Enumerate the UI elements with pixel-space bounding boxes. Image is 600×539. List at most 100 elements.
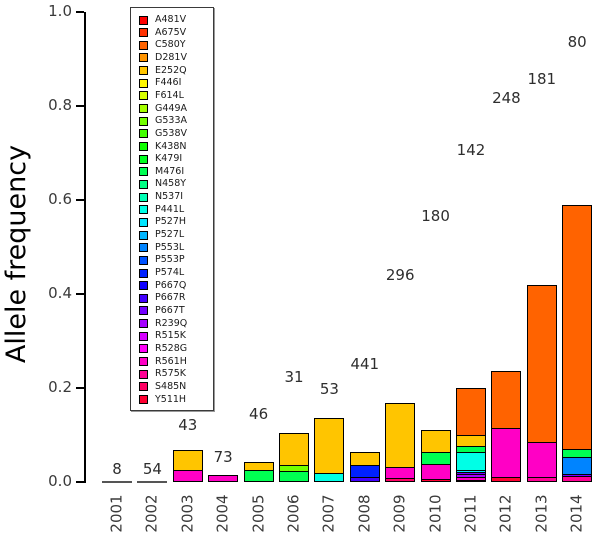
bar-count-label-2007: 53: [319, 380, 339, 399]
bar-segment-2012-Y511H: [491, 477, 522, 482]
legend-label: P574L: [155, 267, 185, 278]
legend-swatch-F446I: [139, 78, 148, 88]
x-tick-label-2010: 2010: [426, 494, 445, 533]
legend-swatch-R528G: [139, 344, 148, 354]
y-tick-mark-0.6: [76, 199, 84, 201]
bar-count-label-2004: 73: [213, 447, 233, 466]
legend-swatch-P527L: [139, 230, 148, 240]
bar-2002-zero-baseline: [137, 481, 168, 483]
y-tick-label-0.6: 0.6: [48, 190, 72, 208]
legend-label: G449A: [155, 102, 187, 114]
x-tick-label-2002: 2002: [142, 494, 161, 533]
bar-2011: [456, 163, 486, 483]
y-tick-mark-0.0: [76, 481, 84, 483]
legend-swatch-P574L: [139, 268, 148, 278]
legend-swatch-P527H: [139, 217, 148, 227]
legend-label: R575K: [155, 368, 186, 380]
legend-label: P667T: [155, 304, 185, 316]
bar-count-label-2003: 43: [178, 415, 198, 434]
legend-label: D281V: [155, 51, 187, 63]
legend-swatch-K479I: [139, 154, 148, 164]
bar-segment-2007-P441L: [314, 473, 345, 482]
legend-item-P667Q: P667Q: [139, 280, 186, 292]
legend-label: Y511H: [155, 393, 187, 405]
legend-label: C580Y: [155, 39, 186, 51]
legend-item-C580Y: C580Y: [139, 39, 186, 51]
legend-label: R561H: [155, 355, 187, 367]
bar-count-label-2002: 54: [142, 460, 162, 478]
legend-item-S485N: S485N: [139, 381, 186, 393]
legend-swatch-R575K: [139, 369, 148, 379]
legend-box: A481V A675V C580Y D281V E252Q F446I F614L G449A…: [130, 7, 214, 411]
legend-swatch-E252Q: [139, 66, 148, 76]
bar-2005: [243, 427, 274, 482]
bar-count-label-2011: 142: [456, 140, 486, 159]
legend-label: P527L: [155, 229, 185, 241]
bar-segment-2013-R575K: [526, 476, 557, 482]
y-tick-mark-0.8: [76, 105, 84, 107]
legend-swatch-A675V: [139, 28, 148, 38]
x-tick-label-2011: 2011: [461, 494, 480, 533]
bar-2010: [420, 229, 451, 482]
bar-segment-2013-R561H: [526, 442, 557, 482]
legend-label: P527H: [155, 216, 187, 228]
legend-label: F446I: [155, 77, 182, 89]
legend-label: F614L: [155, 89, 184, 101]
legend-swatch-S485N: [139, 382, 148, 392]
legend-item-P527H: P527H: [139, 216, 186, 228]
legend-swatch-N537I: [139, 192, 148, 202]
legend-swatch-F614L: [139, 91, 148, 101]
legend-label: S485N: [155, 380, 187, 392]
x-tick-label-2007: 2007: [319, 494, 338, 533]
legend-label: N458Y: [155, 178, 187, 190]
legend-item-F614L: F614L: [139, 90, 184, 102]
legend-label: G533A: [155, 115, 187, 127]
x-tick-label-2008: 2008: [355, 494, 374, 533]
legend-item-K438N: K438N: [139, 141, 186, 153]
legend-label: R515K: [155, 330, 186, 342]
x-tick-label-2001: 2001: [107, 494, 126, 533]
x-tick-label-2009: 2009: [390, 494, 409, 533]
legend-item-G449A: G449A: [139, 103, 187, 115]
legend-label: A675V: [155, 26, 187, 38]
bar-count-label-2009: 296: [385, 265, 415, 284]
legend-item-A481V: A481V: [139, 14, 186, 26]
legend-label: K438N: [155, 140, 187, 152]
bar-2012: [491, 111, 522, 482]
bar-segment-2005-M476I: [243, 469, 274, 482]
legend-label: P441L: [155, 203, 185, 215]
legend-label: N537I: [155, 191, 184, 203]
bar-segment-2004-R561H: [208, 474, 239, 482]
bar-2003: [172, 438, 203, 482]
y-tick-label-1.0: 1.0: [48, 2, 72, 20]
bar-count-label-2013: 181: [527, 69, 557, 88]
x-tick-label-2005: 2005: [249, 494, 268, 533]
bar-2008: [349, 377, 380, 482]
bar-segment-2008-P667R: [349, 476, 380, 482]
legend-item-P441L: P441L: [139, 204, 184, 216]
y-tick-label-0.4: 0.4: [48, 284, 72, 302]
legend-swatch-R515K: [139, 331, 148, 341]
legend-swatch-P441L: [139, 205, 148, 215]
legend-swatch-K438N: [139, 142, 148, 151]
legend-swatch-P553P: [139, 255, 148, 265]
legend-label: M476I: [155, 165, 185, 177]
legend-item-F446I: F446I: [139, 77, 181, 89]
legend-swatch-G449A: [139, 104, 148, 114]
x-tick-label-2012: 2012: [496, 494, 515, 533]
legend-item-K479I: K479I: [139, 153, 182, 165]
legend-swatch-R239Q: [139, 319, 148, 329]
legend-label: R239Q: [155, 317, 188, 329]
bar-count-label-2005: 46: [249, 405, 269, 424]
legend-item-R561H: R561H: [139, 356, 187, 368]
legend-swatch-G533A: [139, 116, 148, 126]
legend-swatch-P667T: [139, 306, 148, 316]
legend-swatch-G538V: [139, 129, 148, 139]
legend-item-D281V: D281V: [139, 52, 187, 64]
y-tick-mark-1.0: [76, 11, 84, 13]
legend-item-P553L: P553L: [139, 242, 184, 254]
legend-item-N458Y: N458Y: [139, 178, 186, 190]
bar-2007: [314, 402, 345, 482]
y-tick-label-0.0: 0.0: [48, 472, 72, 490]
bar-2009: [385, 288, 416, 482]
